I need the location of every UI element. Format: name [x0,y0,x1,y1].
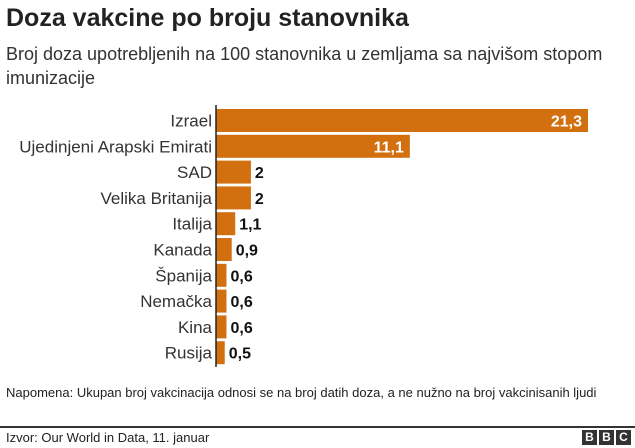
logo-letter: B [599,430,614,445]
divider [0,426,635,428]
category-label: SAD [177,163,212,182]
bar [216,341,225,365]
category-label: Nemačka [140,292,212,311]
bar [216,238,232,261]
data-label: 21,3 [551,114,582,131]
bar [216,263,227,287]
bar [216,109,588,132]
data-label: 2 [255,165,264,182]
bar [216,160,251,184]
category-label: Velika Britanija [100,189,212,208]
category-label: Ujedinjeni Arapski Emirati [19,137,212,156]
logo-letter: B [582,430,597,445]
data-label: 2 [255,191,264,208]
data-label: 0,6 [230,294,252,311]
bar [216,289,227,313]
bar [216,134,410,158]
data-label: 0,6 [230,268,252,285]
category-label: Kina [178,318,213,337]
category-label: Španija [155,266,212,285]
category-label: Kanada [153,241,212,260]
bar [216,212,236,236]
data-label: 0,5 [229,346,251,363]
data-label: 0,6 [230,320,252,337]
chart-title: Doza vakcine po broju stanovnika [6,4,409,32]
chart-note: Napomena: Ukupan broj vakcinacija odnosi… [6,385,597,400]
bbc-logo: B B C [582,430,631,445]
data-label: 11,1 [374,139,404,156]
bar [216,186,251,210]
bar-chart: Izrael 21,3 Ujedinjeni Arapski Emirati 11,1… [19,105,588,367]
chart-subtitle: Broj doza upotrebljenih na 100 stanovnik… [6,44,603,88]
category-label: Rusija [165,344,213,363]
logo-letter: C [616,430,631,445]
data-label: 1,1 [239,217,261,234]
category-label: Italija [172,215,212,234]
source: Izvor: Our World in Data, 11. januar [6,430,210,445]
category-label: Izrael [170,112,212,131]
data-label: 0,9 [236,243,258,260]
bar [216,315,227,339]
